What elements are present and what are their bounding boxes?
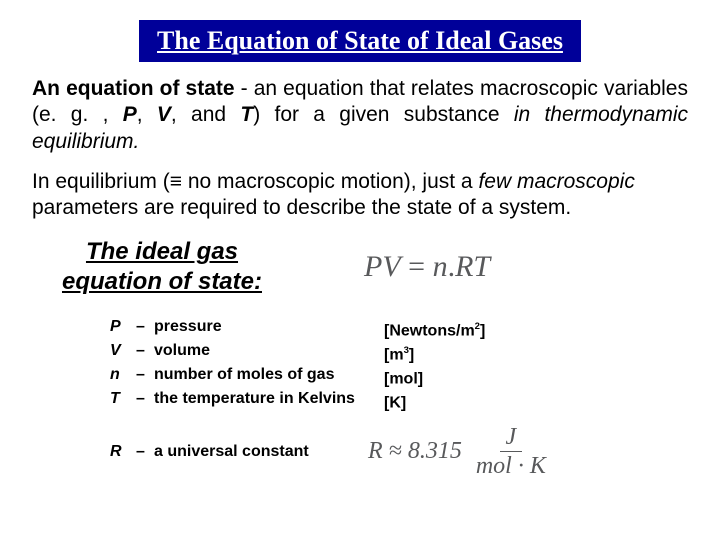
- r-symbol: R: [110, 443, 136, 461]
- ideal-gas-row: The ideal gas equation of state: PV = n.…: [32, 237, 688, 297]
- def-desc-pressure: pressure: [154, 315, 384, 339]
- r-constant-row: R – a universal constant R ≈ 8.315 J mol…: [110, 425, 720, 478]
- r-equation: R ≈ 8.315 J mol · K: [368, 425, 552, 478]
- def-unit-temperature: [K]: [384, 387, 544, 411]
- ideal-gas-equation: PV = n.RT: [364, 250, 490, 284]
- paragraph-1: An equation of state - an equation that …: [32, 76, 688, 155]
- slide-title: The Equation of State of Ideal Gases: [139, 20, 581, 62]
- r-fraction: J mol · K: [470, 425, 552, 478]
- def-desc-temperature: the temperature in Kelvins: [154, 387, 384, 411]
- def-unit-moles: [mol]: [384, 363, 544, 387]
- def-sym-T: T: [110, 387, 136, 411]
- term-equation-of-state: An equation of state: [32, 77, 235, 100]
- definitions-col-desc: pressure volume number of moles of gas t…: [154, 315, 384, 411]
- def-desc-moles: number of moles of gas: [154, 363, 384, 387]
- def-unit-volume: [m3]: [384, 339, 544, 363]
- def-sym-n: n: [110, 363, 136, 387]
- definitions-table: P V n T – – – – pressure volume number o…: [110, 315, 720, 411]
- definitions-col-unit: [Newtons/m2] [m3] [mol] [K]: [384, 315, 544, 411]
- definitions-col-dash: – – – –: [136, 315, 154, 411]
- def-sym-V: V: [110, 339, 136, 363]
- def-sym-P: P: [110, 315, 136, 339]
- definitions-col-symbol: P V n T: [110, 315, 136, 411]
- r-description: a universal constant: [154, 443, 324, 461]
- ideal-gas-label: The ideal gas equation of state:: [32, 237, 292, 297]
- paragraph-2: In equilibrium (≡ no macroscopic motion)…: [32, 169, 688, 222]
- def-unit-pressure: [Newtons/m2]: [384, 315, 544, 339]
- def-desc-volume: volume: [154, 339, 384, 363]
